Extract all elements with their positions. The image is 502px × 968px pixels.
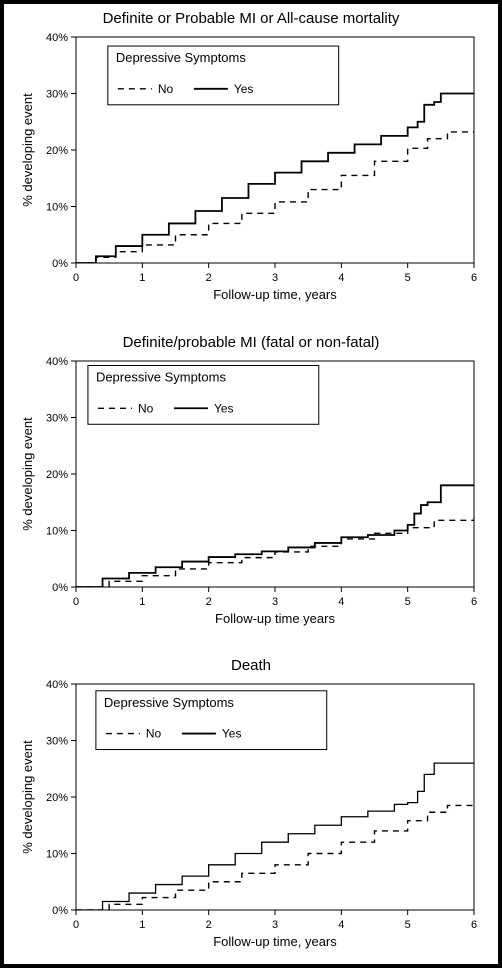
svg-text:1: 1 — [139, 596, 145, 608]
svg-text:4: 4 — [338, 919, 344, 931]
figure-frame: Definite or Probable MI or All-cause mor… — [0, 0, 502, 968]
svg-text:5: 5 — [405, 272, 411, 284]
panel-3: Death 0% 10% 20% 30% 40% 0 1 2 3 4 5 6 Follow-up tim… — [12, 657, 490, 956]
panel-2-chart: 0% 10% 20% 30% 40% 0 1 2 3 4 5 6 Follow-up time year… — [16, 353, 486, 633]
svg-text:10%: 10% — [46, 849, 68, 861]
svg-text:6: 6 — [471, 596, 477, 608]
svg-text:1: 1 — [139, 919, 145, 931]
svg-text:Yes: Yes — [234, 82, 254, 96]
svg-text:30%: 30% — [46, 89, 68, 101]
svg-text:No: No — [146, 727, 162, 741]
panel-3-title: Death — [231, 657, 271, 674]
svg-text:5: 5 — [405, 596, 411, 608]
svg-text:1: 1 — [139, 272, 145, 284]
svg-text:Follow-up time years: Follow-up time years — [215, 611, 335, 626]
svg-text:40%: 40% — [46, 32, 68, 44]
svg-text:No: No — [158, 82, 174, 96]
svg-text:0: 0 — [73, 272, 79, 284]
svg-text:5: 5 — [405, 919, 411, 931]
panel-3-chart: 0% 10% 20% 30% 40% 0 1 2 3 4 5 6 Follow-up time, yea… — [16, 676, 486, 956]
svg-text:% developing event: % developing event — [20, 740, 35, 854]
svg-text:Yes: Yes — [214, 401, 234, 415]
svg-text:6: 6 — [471, 919, 477, 931]
svg-text:2: 2 — [206, 272, 212, 284]
svg-text:3: 3 — [272, 272, 278, 284]
svg-text:0: 0 — [73, 919, 79, 931]
svg-text:No: No — [138, 401, 154, 415]
svg-text:Depressive Symptoms: Depressive Symptoms — [116, 50, 247, 65]
svg-text:30%: 30% — [46, 736, 68, 748]
panel-2-title: Definite/probable MI (fatal or non-fatal… — [123, 334, 380, 351]
svg-text:2: 2 — [206, 596, 212, 608]
svg-text:4: 4 — [338, 272, 344, 284]
svg-text:4: 4 — [338, 596, 344, 608]
svg-text:% developing event: % developing event — [20, 416, 35, 530]
svg-text:40%: 40% — [46, 679, 68, 691]
svg-text:20%: 20% — [46, 792, 68, 804]
panel-1: Definite or Probable MI or All-cause mor… — [12, 10, 490, 309]
svg-text:% developing event: % developing event — [20, 93, 35, 207]
svg-text:3: 3 — [272, 919, 278, 931]
svg-text:30%: 30% — [46, 412, 68, 424]
svg-text:20%: 20% — [46, 145, 68, 157]
svg-text:Follow-up time, years: Follow-up time, years — [213, 287, 337, 302]
svg-text:3: 3 — [272, 596, 278, 608]
svg-text:Depressive Symptoms: Depressive Symptoms — [96, 369, 227, 384]
svg-text:0: 0 — [73, 596, 79, 608]
svg-text:Depressive Symptoms: Depressive Symptoms — [104, 695, 235, 710]
svg-text:40%: 40% — [46, 356, 68, 368]
svg-text:6: 6 — [471, 272, 477, 284]
svg-text:Yes: Yes — [222, 727, 242, 741]
panel-1-chart: 0% 10% 20% 30% 40% 0 1 2 3 4 5 6 Follow-up time, yea… — [16, 29, 486, 309]
svg-text:20%: 20% — [46, 469, 68, 481]
svg-text:2: 2 — [206, 919, 212, 931]
panel-1-title: Definite or Probable MI or All-cause mor… — [103, 10, 400, 27]
svg-text:10%: 10% — [46, 202, 68, 214]
svg-text:10%: 10% — [46, 525, 68, 537]
panel-2: Definite/probable MI (fatal or non-fatal… — [12, 334, 490, 633]
svg-text:0%: 0% — [52, 258, 68, 270]
svg-text:0%: 0% — [52, 582, 68, 594]
svg-text:Follow-up time, years: Follow-up time, years — [213, 934, 337, 949]
svg-text:0%: 0% — [52, 905, 68, 917]
